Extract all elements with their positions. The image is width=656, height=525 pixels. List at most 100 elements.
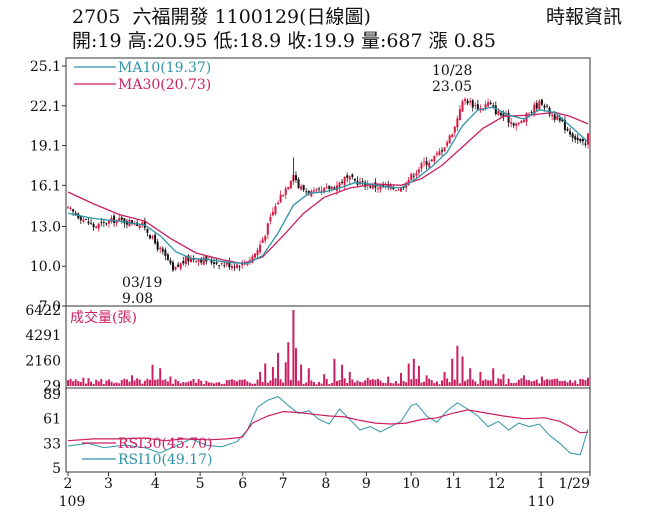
price-y-tick-label: 10.0 [30,259,61,275]
volume-bar [402,380,405,386]
volume-bar [343,378,346,386]
candle-body [202,257,205,265]
candle-body [494,105,497,115]
volume-bar [528,380,531,386]
legend-label: RSI30(45.70) [118,436,212,452]
candle-body [487,102,490,107]
candle-body [100,221,103,223]
volume-bar [410,379,413,386]
volume-bar [274,378,277,386]
candle-body [223,265,226,266]
volume-bar [133,380,136,386]
volume-bar [584,380,587,386]
candle-body [417,169,420,173]
candle-body [505,114,508,116]
volume-bar [259,371,262,386]
volume-bar [510,382,513,386]
volume-bar [451,358,454,386]
candle-body [397,189,400,191]
volume-bar [433,383,436,386]
volume-bar [151,364,154,386]
candle-body [576,137,579,141]
candle-body [551,114,554,117]
candle-body [87,221,90,224]
candle-body [279,195,282,203]
volume-bar [113,383,116,386]
candle-body [164,249,167,256]
x-tick-label: 8 [321,476,330,492]
candle-body [189,258,192,263]
candle-body [113,215,116,223]
candle-body [169,260,172,264]
volume-bar [72,381,75,386]
volume-bar [428,378,431,386]
volume-bar [318,381,321,386]
volume-bar [287,342,290,386]
volume-bar [574,380,577,386]
legend-label: MA10(19.37) [118,60,211,76]
candle-body [97,223,100,229]
volume-bar [246,381,249,386]
volume-bar [446,378,449,386]
volume-bar [364,380,367,386]
ma10-line [67,106,589,265]
candle-body [502,113,505,117]
volume-bar [394,381,397,386]
candle-body [540,99,543,105]
volume-bar [307,368,310,386]
candle-body [123,218,126,224]
volume-bar [405,382,408,386]
candle-body [538,101,541,110]
volume-bar [543,380,546,386]
volume-bar [553,378,556,386]
rsi-y-tick-label: 33 [43,436,61,452]
candle-body [343,176,346,186]
candle-body [187,255,190,262]
volume-bar [522,375,525,386]
legend-label: RSI10(49.17) [118,452,212,468]
candle-body [574,136,577,140]
x-tick-label: 1/29 [559,476,590,492]
volume-bar [335,381,338,386]
volume-bar [92,383,95,386]
volume-bar [297,380,300,386]
volume-bar [520,378,523,386]
volume-bar [461,356,464,386]
x-year-label: 110 [528,494,555,510]
candle-body [364,182,367,187]
volume-bar [492,368,495,386]
volume-bar [218,382,221,386]
volume-bar [328,384,331,386]
volume-bar [172,383,175,386]
volume-bar [202,384,205,386]
candle-body [182,260,185,264]
volume-bar [154,379,157,386]
volume-bar [115,382,118,386]
candle-body [376,187,379,189]
candle-body [230,266,233,269]
candle-body [297,179,300,188]
rsi-y-tick-label: 89 [43,387,61,403]
volume-bar [279,379,282,386]
candle-body [294,175,297,180]
volume-bar [110,381,113,386]
candle-body [410,173,413,180]
volume-bar [174,379,177,386]
candle-body [351,174,354,177]
volume-bar [131,375,134,386]
candle-body [497,111,500,115]
candle-body [584,143,587,145]
candle-body [581,139,584,142]
volume-bar [228,379,231,386]
candle-body [379,185,382,190]
candle-body [179,263,182,269]
candle-body [300,186,303,190]
volume-bar [507,378,510,386]
volume-bar [581,379,584,386]
volume-bar [261,381,264,386]
legend-label: MA30(20.73) [118,77,211,93]
volume-bar [502,374,505,386]
volume-bar [548,379,551,386]
candle-body [141,222,144,225]
candle-body [92,223,95,228]
